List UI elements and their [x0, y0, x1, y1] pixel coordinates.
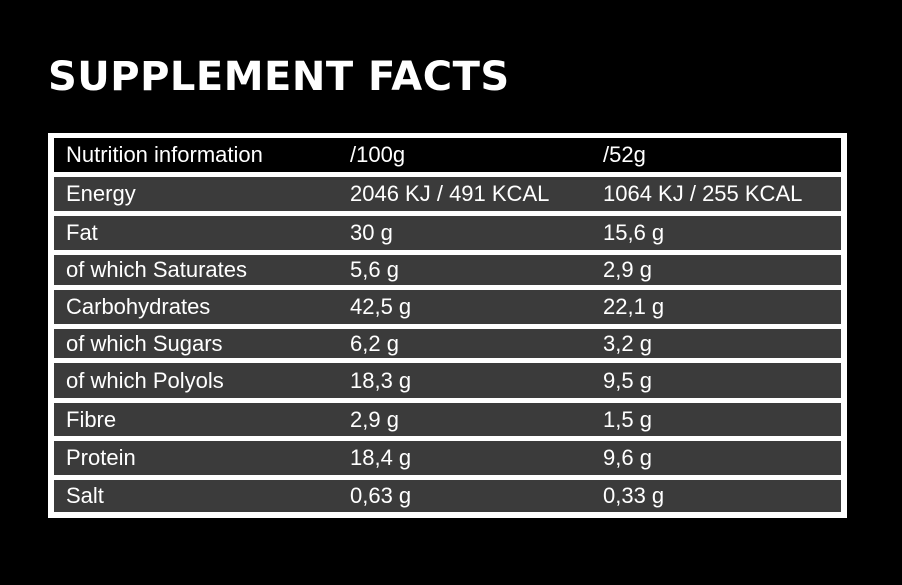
table-cell: Carbohydrates: [66, 294, 211, 319]
nutrition-table: Nutrition information/100g/52g Energy 2046…: [48, 133, 847, 518]
table-cell: 0,63 g: [350, 483, 412, 508]
table-cell: 15,6 g: [603, 220, 665, 245]
header-cell: /100g: [350, 142, 406, 167]
table-row: Protein 18,4 g 9,6 g: [54, 441, 841, 475]
table-cell: Energy: [66, 181, 136, 206]
header-cell: Nutrition information: [66, 142, 263, 167]
table-cell: Fat: [66, 220, 98, 245]
table-cell: 30 g: [350, 220, 393, 245]
table-cell: of which Polyols: [66, 367, 224, 393]
table-cell: 2,9 g: [350, 406, 399, 432]
table-cell: of which Sugars: [66, 330, 223, 356]
table-cell: 2046 KJ / 491 KCAL: [350, 181, 550, 206]
header-cell: /52g: [603, 142, 646, 167]
table-cell: 5,6 g: [350, 257, 399, 282]
table-cell: 6,2 g: [350, 330, 399, 356]
table-cell: Protein: [66, 445, 136, 470]
table-cell: 1,5 g: [603, 406, 652, 432]
table-row: Fat 30 g 15,6 g: [54, 216, 841, 250]
table-row: Carbohydrates 42,5 g 22,1 g: [54, 290, 841, 324]
table-row: Energy 2046 KJ / 491 KCAL 1064 KJ / 255 KC…: [54, 177, 841, 211]
table-row: of which Sugars 6,2 g 3,2 g: [54, 329, 841, 358]
table-row: of which Saturates 5,6 g 2,9 g: [54, 255, 841, 285]
header-row: Nutrition information/100g/52g: [54, 138, 841, 172]
table-cell: 18,4 g: [350, 445, 412, 470]
table-cell: 9,6 g: [603, 445, 652, 470]
table-cell: 9,5 g: [603, 367, 652, 393]
table-cell: 18,3 g: [350, 367, 412, 393]
table-row: Salt 0,63 g 0,33 g: [54, 480, 841, 512]
table-cell: Salt: [66, 483, 104, 508]
table-cell: 1064 KJ / 255 KCAL: [603, 181, 803, 206]
table-cell: 2,9 g: [603, 257, 652, 282]
table-cell: 42,5 g: [350, 294, 412, 319]
table-row: Fibre 2,9 g 1,5 g: [54, 403, 841, 436]
table-row: of which Polyols 18,3 g 9,5 g: [54, 363, 841, 398]
table-cell: 0,33 g: [603, 483, 665, 508]
table-cell: of which Saturates: [66, 257, 247, 282]
table-cell: Fibre: [66, 406, 117, 432]
title: SUPPLEMENT FACTS: [48, 54, 510, 100]
table-cell: 22,1 g: [603, 294, 665, 319]
table-cell: 3,2 g: [603, 330, 652, 356]
